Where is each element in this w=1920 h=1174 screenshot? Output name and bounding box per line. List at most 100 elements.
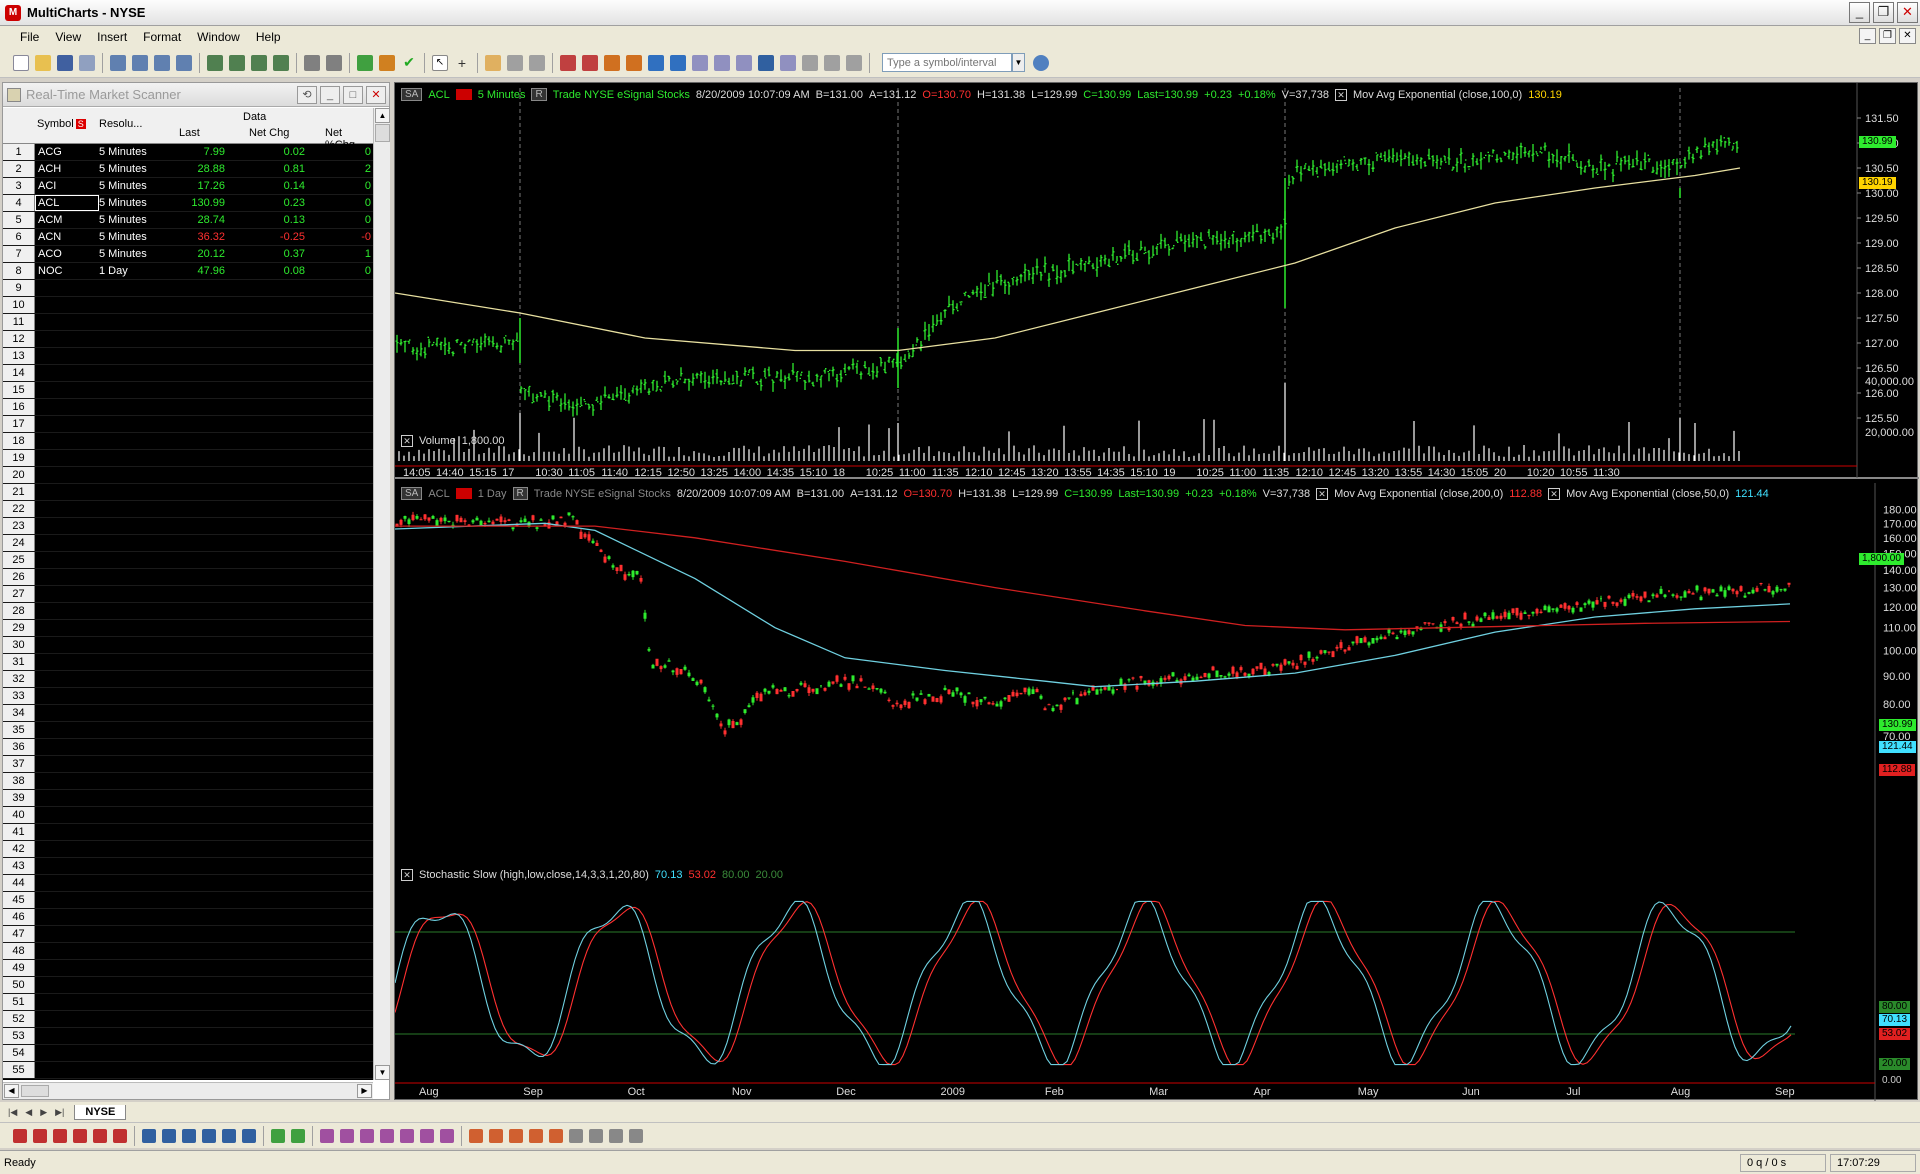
scanner-minimize-button[interactable]: _ [320, 85, 340, 104]
list-item[interactable]: 35 [3, 722, 373, 739]
list-item[interactable]: 45 [3, 892, 373, 909]
chart-window-icon[interactable] [110, 54, 126, 71]
volume-profile-icon[interactable] [489, 1128, 503, 1143]
scale-down-icon[interactable] [670, 54, 686, 71]
arrow-up-icon[interactable] [440, 1128, 454, 1143]
measure-icon[interactable] [549, 1128, 563, 1143]
reload-icon[interactable] [824, 54, 840, 71]
list-item[interactable]: 49 [3, 960, 373, 977]
list-item[interactable]: 18 [3, 433, 373, 450]
list-item[interactable]: 22 [3, 501, 373, 518]
sheet-tab-nyse[interactable]: NYSE [74, 1104, 127, 1120]
list-item[interactable]: 21 [3, 484, 373, 501]
scanner-restore-button[interactable]: ⟲ [297, 85, 317, 104]
menu-help[interactable]: Help [255, 30, 281, 44]
list-item[interactable]: 53 [3, 1028, 373, 1045]
mdi-restore-button[interactable]: ❐ [1879, 28, 1896, 44]
move-right-icon[interactable] [714, 54, 730, 71]
cycle-lines-icon[interactable] [222, 1128, 236, 1143]
last-column-header[interactable]: Last [179, 127, 200, 139]
list-item[interactable]: 52 [3, 1011, 373, 1028]
scanner-window-icon[interactable] [132, 54, 148, 71]
list-item[interactable]: 4 ACL 5 Minutes 130.99 0.23 0 [3, 195, 373, 212]
format-study-icon[interactable] [326, 54, 342, 71]
list-item[interactable]: 25 [3, 552, 373, 569]
chart2-sa-button[interactable]: SA [401, 487, 423, 500]
list-item[interactable]: 48 [3, 943, 373, 960]
list-item[interactable]: 17 [3, 416, 373, 433]
menu-window[interactable]: Window [197, 30, 240, 44]
crosshair-icon[interactable]: + [457, 54, 467, 71]
comment-icon[interactable] [485, 54, 501, 71]
list-item[interactable]: 55 [3, 1062, 373, 1079]
text-icon[interactable] [340, 1128, 354, 1143]
list-item[interactable]: 32 [3, 671, 373, 688]
row-symbol[interactable]: ACM [38, 214, 63, 226]
list-item[interactable]: 47 [3, 926, 373, 943]
resolution-column-header[interactable]: Resolu... [99, 118, 143, 130]
dom-window-icon[interactable] [154, 54, 170, 71]
trade-icon[interactable] [469, 1128, 483, 1143]
list-item[interactable]: 28 [3, 603, 373, 620]
study1-remove-icon[interactable]: ✕ [1316, 487, 1329, 500]
row-symbol[interactable]: NOC [38, 265, 63, 277]
list-item[interactable]: 8 NOC 1 Day 47.96 0.08 0 [3, 263, 373, 280]
scanner-vertical-scrollbar[interactable]: ▲ ▼ [373, 108, 390, 1080]
bar-chart-icon[interactable] [207, 54, 223, 71]
arc-icon[interactable] [400, 1128, 414, 1143]
chart-type-dropdown-icon[interactable] [273, 54, 289, 71]
zoom-in-icon[interactable] [758, 54, 774, 71]
list-item[interactable]: 11 [3, 314, 373, 331]
chart1-r-button[interactable]: R [531, 88, 547, 101]
symbol-column-header[interactable]: Symbol S [37, 118, 86, 130]
alert-icon[interactable] [529, 1128, 543, 1143]
arrow-down-icon[interactable] [420, 1128, 434, 1143]
list-item[interactable]: 29 [3, 620, 373, 637]
list-item[interactable]: 15 [3, 382, 373, 399]
speed-lines-icon[interactable] [182, 1128, 196, 1143]
zoom-out-icon[interactable] [780, 54, 796, 71]
pen-icon[interactable] [271, 1128, 285, 1143]
list-item[interactable]: 42 [3, 841, 373, 858]
hourglass-icon[interactable] [604, 54, 620, 71]
scroll-thumb[interactable] [375, 124, 390, 142]
list-item[interactable]: 1 ACG 5 Minutes 7.99 0.02 0 [3, 144, 373, 161]
close-button[interactable]: ✕ [1897, 2, 1918, 23]
scanner-horizontal-scrollbar[interactable]: ◀ ▶ [3, 1082, 373, 1099]
list-item[interactable]: 6 ACN 5 Minutes 36.32 -0.25 -0 [3, 229, 373, 246]
chart1-sa-button[interactable]: SA [401, 88, 423, 101]
list-item[interactable]: 19 [3, 450, 373, 467]
drag-icon[interactable] [529, 54, 545, 71]
order-window-icon[interactable] [176, 54, 192, 71]
list-item[interactable]: 9 [3, 280, 373, 297]
scanner-maximize-button[interactable]: □ [343, 85, 363, 104]
candle-chart-icon[interactable] [251, 54, 267, 71]
hscroll-thumb[interactable] [21, 1085, 49, 1097]
hide-icon[interactable] [609, 1128, 623, 1143]
row-symbol[interactable]: ACH [38, 163, 62, 175]
price-label-icon[interactable] [320, 1128, 334, 1143]
menu-file[interactable]: File [20, 30, 40, 44]
refresh-icon[interactable] [802, 54, 818, 71]
list-item[interactable]: 3 ACI 5 Minutes 17.26 0.14 0 [3, 178, 373, 195]
list-item[interactable]: 54 [3, 1045, 373, 1062]
line-chart-icon[interactable] [229, 54, 245, 71]
list-item[interactable]: 34 [3, 705, 373, 722]
menu-format[interactable]: Format [143, 30, 182, 44]
symbol-input[interactable] [882, 53, 1012, 72]
row-symbol[interactable]: ACI [38, 180, 57, 192]
netchg-column-header[interactable]: Net Chg [249, 127, 290, 139]
first-sheet-icon[interactable]: |◀ [8, 1106, 18, 1117]
menu-view[interactable]: View [55, 30, 82, 44]
stoch-remove-icon[interactable]: ✕ [401, 869, 413, 881]
netpct-column-header[interactable]: Net %Chg [325, 127, 355, 151]
list-item[interactable]: 44 [3, 875, 373, 892]
ellipse-icon[interactable] [380, 1128, 394, 1143]
compress-icon[interactable] [736, 54, 752, 71]
scanner-close-button[interactable]: ✕ [366, 85, 386, 104]
list-item[interactable]: 31 [3, 654, 373, 671]
chart1-color-badge[interactable] [455, 89, 472, 100]
list-item[interactable]: 23 [3, 518, 373, 535]
zoom-time-icon[interactable] [626, 54, 642, 71]
list-item[interactable]: 33 [3, 688, 373, 705]
